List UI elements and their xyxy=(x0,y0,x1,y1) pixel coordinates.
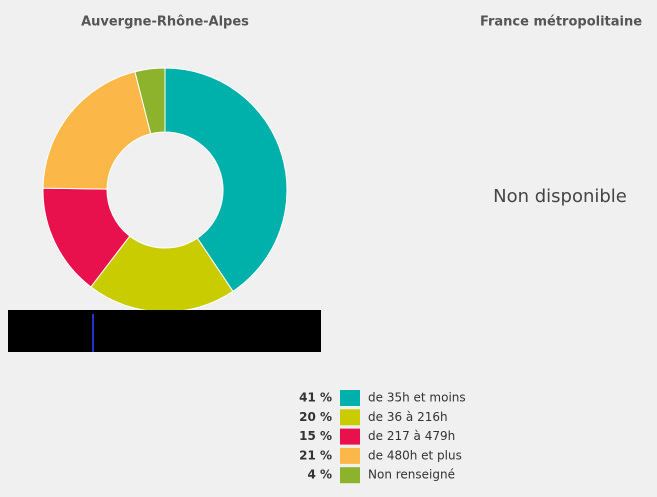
donut-slice xyxy=(134,67,166,135)
donut-slice xyxy=(42,71,152,190)
legend-swatch xyxy=(340,467,360,484)
legend-label: de 36 à 216h xyxy=(368,410,448,424)
chart-title: Auvergne-Rhône-Alpes xyxy=(81,15,249,30)
donut-slice xyxy=(164,67,288,293)
panel-title: France métropolitaine xyxy=(480,15,642,30)
legend-swatch xyxy=(340,447,360,464)
donut-slice xyxy=(90,235,234,313)
legend-label: de 35h et moins xyxy=(368,391,466,405)
legend-swatch xyxy=(340,390,360,406)
render-artifact xyxy=(8,310,321,352)
legend-value: 20 % xyxy=(299,410,332,424)
legend-value: 21 % xyxy=(299,448,332,462)
legend: 41 % de 35h et moins 20 % de 36 à 216h 15 % d… xyxy=(299,390,466,484)
legend-label: Non renseigné xyxy=(368,468,455,482)
legend-value: 15 % xyxy=(299,429,332,443)
legend-swatch xyxy=(340,409,360,426)
legend-value: 4 % xyxy=(307,468,332,482)
donut xyxy=(42,67,288,313)
legend-swatch xyxy=(340,428,360,445)
legend-label: de 480h et plus xyxy=(368,448,462,462)
legend-value: 41 % xyxy=(299,391,332,405)
unavailable-message: Non disponible xyxy=(493,186,627,207)
legend-label: de 217 à 479h xyxy=(368,429,455,443)
